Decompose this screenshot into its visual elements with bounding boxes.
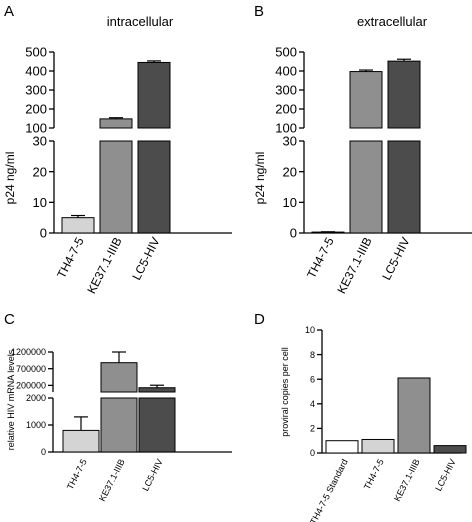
panel-c-tick-label: 1200000 — [11, 347, 46, 357]
panel-d-category-label: TH4-7-5 — [362, 457, 386, 491]
panel-b-ylabel: p24 ng/ml — [253, 152, 267, 205]
panel-a-tick-label: 20 — [33, 164, 47, 179]
panel-c-ylabel: relative HIV mRNA levels — [6, 349, 16, 450]
panel-letter-b: B — [254, 3, 264, 20]
panel-d-tick-label: 6 — [310, 374, 315, 384]
panel-a-ylabel: p24 ng/ml — [3, 152, 17, 205]
panel-d-bar — [397, 377, 431, 454]
panel-d-bar — [361, 438, 395, 454]
panel-a-title: intracellular — [107, 14, 174, 29]
panel-b-tick-label: 10 — [283, 195, 297, 210]
panel-a-tick-label: 500 — [25, 45, 47, 60]
panel-a-bar-upper — [99, 118, 133, 129]
panel-a-bar — [61, 217, 95, 234]
panel-a-category-label: KE37.1-IIIB — [84, 235, 124, 296]
panel-b-bar-upper — [349, 71, 383, 129]
panel-a-category-label: LC5-HIV — [129, 235, 162, 282]
panel-a-tick-label: 100 — [25, 121, 47, 136]
panel-c-bar-upper — [138, 387, 176, 393]
panel-b-title: extracellular — [357, 14, 428, 29]
panel-d-bar — [325, 440, 359, 454]
panel-d-tick-label: 4 — [310, 399, 315, 409]
panel-b-category-label: TH4-7-5 — [304, 235, 337, 281]
panel-c-category-label: KE37.1-IIIB — [97, 457, 127, 503]
panel-a-tick-label: 200 — [25, 102, 47, 117]
panel-b-category-label: LC5-HIV — [379, 235, 412, 282]
panel-c-category-label: TH4-7-5 — [65, 457, 89, 491]
panel-letter-a: A — [4, 3, 14, 20]
panel-c-bar — [100, 397, 138, 453]
panel-d-tick-label: 2 — [310, 424, 315, 434]
panel-d-tick-label: 8 — [310, 350, 315, 360]
panel-c-bar — [62, 429, 100, 453]
panel-d-tick-label: 0 — [310, 448, 315, 458]
panel-b-tick-label: 500 — [275, 45, 297, 60]
panel-b-bar — [349, 140, 383, 234]
panel-a-tick-label: 30 — [33, 134, 47, 149]
panel-d-ylabel: proviral copies per cell — [280, 347, 290, 437]
panel-c-tick-label: 1000 — [26, 420, 46, 430]
panel-c-tick-label: 700000 — [16, 364, 46, 374]
panel-c-bar-upper — [100, 362, 138, 393]
panel-c-tick-label: 2000 — [26, 393, 46, 403]
panel-c-tick-label: 0 — [41, 447, 46, 457]
panel-b-tick-label: 100 — [275, 121, 297, 136]
panel-a-tick-label: 10 — [33, 195, 47, 210]
panel-c-tick-label: 200000 — [16, 381, 46, 391]
panel-b-category-label: KE37.1-IIIB — [334, 235, 374, 296]
panel-b-bar-upper — [387, 60, 421, 129]
panel-d-bar — [433, 445, 467, 454]
panel-d-category-label: TH4-7-5 Standard — [308, 457, 350, 522]
panel-letter-d: D — [254, 311, 265, 328]
panel-b-bar — [387, 140, 421, 234]
panel-a-tick-label: 400 — [25, 64, 47, 79]
panel-a-bar — [137, 140, 171, 234]
panel-b-tick-label: 0 — [290, 226, 297, 241]
panel-d-category-label: LC5-HIV — [433, 457, 458, 492]
panel-letter-c: C — [4, 311, 15, 328]
panel-d-tick-label: 10 — [305, 325, 315, 335]
panel-a-tick-label: 300 — [25, 83, 47, 98]
panel-d-category-label: KE37.1-IIIB — [392, 457, 422, 503]
panel-b-tick-label: 20 — [283, 164, 297, 179]
panel-b-tick-label: 400 — [275, 64, 297, 79]
panel-b-tick-label: 30 — [283, 134, 297, 149]
panel-b-tick-label: 300 — [275, 83, 297, 98]
panel-c-bar — [138, 397, 176, 453]
panel-a-tick-label: 0 — [40, 226, 47, 241]
panel-a-category-label: TH4-7-5 — [54, 235, 87, 281]
panel-c-category-label: LC5-HIV — [140, 457, 165, 492]
panel-a-bar-upper — [137, 61, 171, 129]
panel-b-tick-label: 200 — [275, 102, 297, 117]
panel-a-bar — [99, 140, 133, 234]
